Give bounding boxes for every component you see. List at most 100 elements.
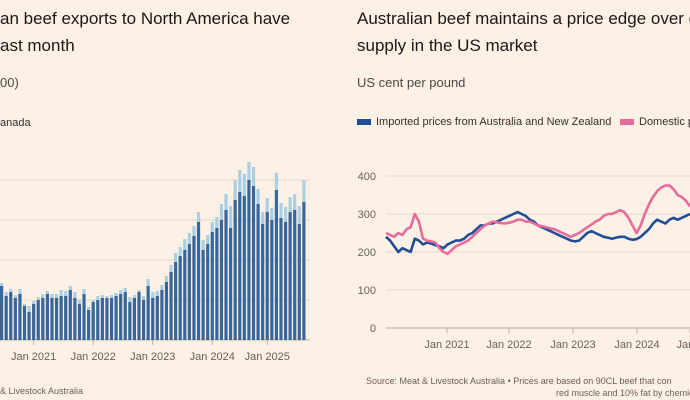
- bar-other: [141, 296, 146, 300]
- x-tick-label: Jan 2022: [71, 351, 116, 363]
- bar-other: [82, 289, 86, 294]
- bar-other: [87, 307, 91, 310]
- bar-canada: [270, 220, 274, 340]
- bar-other: [50, 294, 54, 298]
- bar-other: [174, 253, 178, 262]
- bar-other: [119, 290, 123, 294]
- bar-other: [64, 291, 68, 296]
- bar-canada: [146, 286, 150, 340]
- bar-canada: [219, 220, 224, 340]
- bar-canada: [151, 298, 155, 340]
- bar-canada: [87, 310, 91, 340]
- bar-other: [18, 289, 22, 294]
- bar-canada: [9, 292, 13, 340]
- bar-other: [132, 295, 137, 298]
- bar-canada: [36, 300, 40, 340]
- bar-other: [9, 289, 13, 292]
- legend-domestic: Domestic p: [620, 116, 690, 128]
- domestic-price-line: [385, 184, 690, 256]
- legend-imported: Imported prices from Australia and New Z…: [357, 116, 611, 128]
- bar-other: [169, 265, 173, 272]
- bar-other: [36, 297, 40, 300]
- bar-other: [270, 208, 274, 220]
- bar-canada: [187, 244, 191, 340]
- bar-canada: [114, 296, 118, 340]
- bar-canada: [261, 224, 265, 340]
- bar-canada: [119, 294, 123, 340]
- right-chart-unit: US cent per pound: [357, 75, 466, 90]
- x-tick-label: Jan 2023: [550, 339, 595, 351]
- x-tick-label: Jan 2024: [614, 339, 659, 351]
- y-tick-label: 100: [358, 285, 376, 297]
- bar-canada: [13, 298, 17, 340]
- bar-canada: [132, 298, 137, 340]
- bar-canada: [196, 222, 201, 340]
- y-tick-label: 0: [370, 323, 376, 335]
- bar-other: [68, 286, 72, 290]
- legend-domestic-swatch: [620, 119, 634, 126]
- bar-other: [128, 297, 132, 302]
- right-chart-title-line1: Australian beef maintains a price edge o…: [357, 9, 690, 28]
- y-tick-label: 300: [358, 209, 376, 221]
- bar-other: [22, 304, 27, 306]
- bar-other: [210, 222, 214, 232]
- bar-canada: [164, 282, 169, 340]
- bar-canada: [141, 300, 146, 340]
- bar-canada: [178, 256, 182, 340]
- bar-other: [32, 301, 36, 304]
- bar-other: [96, 296, 100, 300]
- bar-other: [302, 180, 306, 202]
- bar-other: [293, 194, 297, 210]
- bar-canada: [215, 228, 219, 340]
- y-tick-label: 400: [358, 171, 376, 183]
- bar-other: [4, 292, 8, 296]
- bar-other: [251, 167, 256, 186]
- bar-canada: [27, 312, 31, 340]
- bar-canada: [105, 298, 109, 340]
- bar-other: [242, 174, 246, 196]
- bar-canada: [256, 204, 260, 340]
- bar-canada: [192, 236, 196, 340]
- x-tick-label: Jan 2022: [486, 339, 531, 351]
- bar-other: [54, 294, 59, 298]
- bar-canada: [229, 228, 233, 340]
- legend-imported-label: Imported prices from Australia and New Z…: [376, 116, 612, 128]
- x-tick-label: Jan 2025: [245, 351, 290, 363]
- bar-other: [183, 239, 187, 250]
- right-source-line1: Source: Meat & Livestock Australia • Pri…: [366, 376, 672, 386]
- bar-other: [77, 300, 82, 304]
- bar-canada: [302, 202, 306, 340]
- bar-canada: [206, 244, 210, 340]
- bar-canada: [265, 212, 269, 340]
- bar-other: [196, 212, 201, 222]
- bar-other: [151, 292, 155, 298]
- bar-canada: [251, 186, 256, 340]
- bar-canada: [155, 296, 159, 340]
- bar-canada: [128, 302, 132, 340]
- bar-other: [13, 295, 17, 298]
- bar-other: [297, 206, 301, 224]
- bar-canada: [32, 304, 36, 340]
- bar-other: [256, 189, 260, 204]
- bar-other: [41, 294, 45, 298]
- left-bar-chart: Jan 2021 Jan 2022 Jan 2023 Jan 2024 Jan 2025: [0, 162, 310, 363]
- left-chart-title-line2: ast month: [0, 36, 75, 55]
- bar-other: [105, 296, 109, 298]
- bar-other: [288, 197, 292, 212]
- bar-canada: [137, 292, 141, 340]
- bar-canada: [247, 180, 251, 340]
- bar-canada: [54, 298, 59, 340]
- bar-other: [206, 235, 210, 244]
- bar-canada: [109, 298, 114, 340]
- bar-other: [59, 290, 63, 296]
- bar-other: [261, 212, 265, 224]
- bar-canada: [59, 296, 63, 340]
- right-line-chart: 0 100 200 300 400 Jan 2021 Jan 2022 Jan 2023 Jan…: [358, 171, 690, 351]
- bar-other: [224, 194, 228, 210]
- bar-other: [279, 203, 283, 218]
- bar-canada: [100, 298, 104, 340]
- bar-canada: [242, 196, 246, 340]
- bar-other: [100, 295, 104, 298]
- bar-canada: [174, 262, 178, 340]
- left-legend-canada: anada: [0, 117, 31, 129]
